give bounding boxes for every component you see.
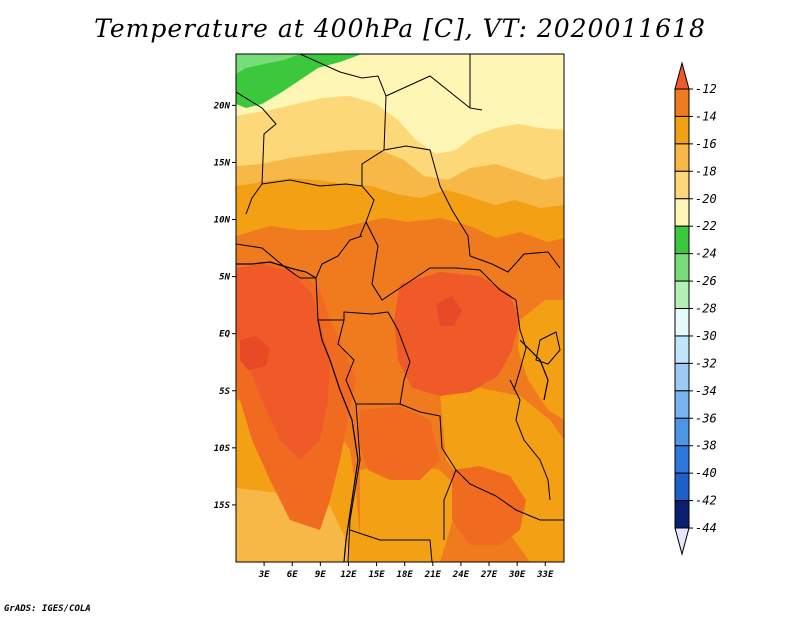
- plot-frame: [235, 53, 565, 563]
- colorbar-box: [674, 500, 690, 529]
- y-tick-label: 10S: [214, 444, 231, 454]
- colorbar-label: -38: [695, 439, 717, 453]
- colorbar-box: [674, 308, 690, 337]
- colorbar-label: -44: [695, 521, 717, 535]
- y-tick-label: 5S: [219, 387, 230, 397]
- y-tick-label: 5N: [219, 273, 230, 283]
- colorbar-label: -14: [695, 109, 717, 123]
- map-title: Temperature at 400hPa [C], VT: 202001161…: [94, 14, 706, 43]
- x-tick-label: 30E: [508, 570, 526, 580]
- y-tick-label: EQ: [219, 330, 230, 340]
- x-tick-label: 6E: [287, 570, 298, 580]
- colorbar-box: [674, 115, 690, 145]
- colorbar-label: -16: [695, 137, 717, 151]
- x-tick-label: 21E: [424, 570, 442, 580]
- colorbar-box: [674, 335, 690, 364]
- x-axis: 3E 6E 9E 12E 15E 18E 21E 24E 27E 30E 33E: [258, 562, 554, 580]
- grads-credit: GrADS: IGES/COLA: [4, 604, 91, 614]
- colorbar-box: [674, 445, 690, 474]
- colorbar-box: [674, 253, 690, 282]
- colorbar-box: [674, 170, 690, 200]
- x-tick-label: 33E: [536, 570, 554, 580]
- colorbar-label: -42: [695, 494, 717, 508]
- colorbar-box: [674, 390, 690, 419]
- colorbar-box: [674, 472, 690, 502]
- colorbar-label: -40: [695, 466, 717, 480]
- colorbar-label: -32: [695, 356, 717, 370]
- x-tick-label: 15E: [368, 570, 385, 580]
- colorbar: -12 -14 -16 -18 -20 -22 -24 -26 -28 -30 -32 -34 -36 -…: [674, 61, 717, 556]
- colorbar-label: -34: [695, 384, 717, 398]
- colorbar-box: [674, 88, 690, 117]
- colorbar-label: -26: [695, 274, 717, 288]
- x-tick-label: 24E: [452, 570, 470, 580]
- y-tick-label: 15N: [214, 158, 231, 168]
- y-axis: 20N 15N 10N 5N EQ 5S 10S 15S: [213, 101, 236, 511]
- colorbar-box: [674, 225, 690, 255]
- colorbar-label: -18: [695, 164, 717, 178]
- x-tick-label: 3E: [258, 570, 270, 580]
- colorbar-label: -20: [695, 192, 717, 206]
- colorbar-label: -22: [695, 219, 717, 233]
- y-tick-label: 20N: [213, 101, 231, 111]
- colorbar-box: [674, 362, 690, 392]
- coastlines: [236, 261, 549, 562]
- colorbar-box: [674, 143, 690, 172]
- temperature-field: [236, 54, 564, 562]
- colorbar-label: -24: [695, 247, 717, 261]
- x-tick-label: 18E: [397, 570, 414, 580]
- x-tick-label: 9E: [315, 570, 326, 580]
- x-tick-label: 12E: [340, 570, 357, 580]
- colorbar-label: -30: [695, 329, 717, 343]
- colorbar-box: [674, 417, 690, 447]
- colorbar-label: -12: [695, 82, 717, 96]
- colorbar-top-arrow: [674, 61, 690, 90]
- y-tick-label: 15S: [214, 501, 231, 511]
- colorbar-label: -28: [695, 302, 717, 316]
- x-tick-label: 27E: [480, 570, 498, 580]
- colorbar-label: -36: [695, 411, 717, 425]
- y-tick-label: 10N: [214, 216, 231, 226]
- colorbar-box: [674, 198, 690, 227]
- colorbar-box: [674, 280, 690, 310]
- colorbar-bottom-arrow: [674, 527, 690, 556]
